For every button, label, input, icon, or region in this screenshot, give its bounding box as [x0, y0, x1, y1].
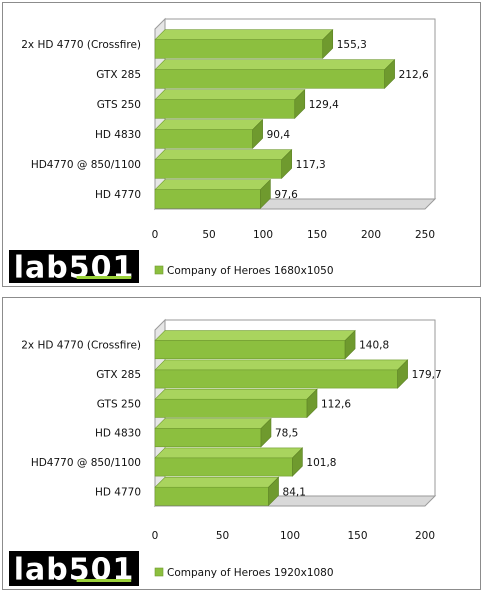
- category-label: GTX 285: [96, 69, 141, 81]
- x-tick-label: 0: [152, 229, 159, 241]
- category-label: 2x HD 4770 (Crossfire): [21, 39, 141, 51]
- data-label: 117,3: [296, 159, 326, 171]
- data-label: 112,6: [321, 398, 351, 410]
- category-label: HD4770 @ 850/1100: [31, 457, 141, 469]
- data-label: 129,4: [309, 99, 339, 111]
- data-label: 97,6: [274, 189, 298, 201]
- category-label: HD 4770: [95, 486, 141, 498]
- legend-swatch: [154, 265, 164, 275]
- bar: [154, 88, 306, 120]
- data-label: 155,3: [337, 39, 367, 51]
- x-tick-label: 200: [361, 229, 381, 241]
- chart-panel-1920x1080: 2x HD 4770 (Crossfire) 140,8 GTX 285 179,7 G…: [2, 297, 481, 590]
- data-label: 179,7: [412, 369, 442, 381]
- data-label: 101,8: [306, 457, 336, 469]
- legend-label: Company of Heroes 1920x1080: [167, 567, 334, 579]
- x-tick-label: 150: [307, 229, 327, 241]
- legend-swatch: [154, 567, 164, 577]
- bar: [154, 178, 272, 210]
- bar: [154, 58, 396, 90]
- lab501-logo: lab501: [9, 551, 139, 588]
- category-label: HD 4770: [95, 189, 141, 201]
- bar-chart-1920x1080: 2x HD 4770 (Crossfire) 140,8 GTX 285 179,7 G…: [9, 318, 442, 588]
- bar: [154, 329, 356, 360]
- logo-text: lab501: [14, 251, 135, 286]
- bar: [154, 476, 280, 507]
- bar: [154, 118, 264, 150]
- data-label: 90,4: [267, 129, 291, 141]
- logo-text: lab501: [14, 553, 135, 588]
- legend: Company of Heroes 1680x1050: [154, 265, 334, 277]
- lab501-logo: lab501: [9, 250, 139, 286]
- x-tick-label: 100: [280, 530, 300, 542]
- category-label: HD 4830: [95, 428, 141, 440]
- x-tick-label: 200: [415, 530, 435, 542]
- legend: Company of Heroes 1920x1080: [154, 567, 334, 579]
- data-label: 140,8: [359, 340, 389, 352]
- x-tick-label: 0: [152, 530, 159, 542]
- category-label: HD 4830: [95, 129, 141, 141]
- x-tick-label: 50: [216, 530, 229, 542]
- x-tick-label: 50: [202, 229, 215, 241]
- chart-panel-1680x1050: 2x HD 4770 (Crossfire) 155,3 GTX 285 212,6 G…: [2, 2, 481, 287]
- category-label: HD4770 @ 850/1100: [31, 159, 141, 171]
- category-label: GTS 250: [97, 398, 141, 410]
- category-label: 2x HD 4770 (Crossfire): [21, 340, 141, 352]
- category-label: GTX 285: [96, 369, 141, 381]
- bar: [154, 388, 318, 419]
- x-tick-label: 100: [253, 229, 273, 241]
- data-label: 212,6: [399, 69, 429, 81]
- bar: [154, 28, 334, 60]
- x-tick-label: 250: [415, 229, 435, 241]
- bar: [154, 359, 409, 389]
- bar: [154, 417, 272, 448]
- bar-chart-1680x1050: 2x HD 4770 (Crossfire) 155,3 GTX 285 212,6 G…: [9, 17, 437, 286]
- category-label: GTS 250: [97, 99, 141, 111]
- legend-label: Company of Heroes 1680x1050: [167, 265, 334, 277]
- data-label: 78,5: [275, 428, 298, 440]
- x-tick-label: 150: [347, 530, 367, 542]
- bar: [154, 148, 293, 180]
- data-label: 84,1: [283, 486, 306, 498]
- bar: [154, 447, 304, 477]
